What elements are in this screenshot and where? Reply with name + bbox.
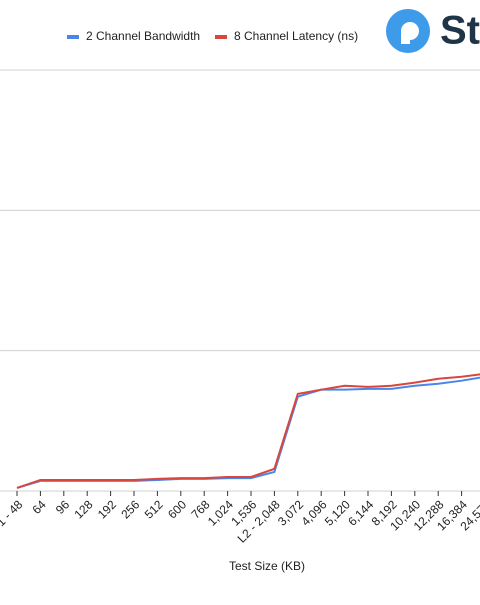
- x-tick-label: 1 - 48: [0, 497, 26, 529]
- x-tick-label: 600: [165, 497, 189, 521]
- logo-tail: [401, 31, 410, 44]
- x-tick-label: 128: [72, 497, 96, 521]
- x-tick-label: 256: [118, 497, 142, 521]
- x-tick-label: 5,120: [322, 497, 353, 528]
- x-tick-label: 64: [29, 497, 49, 517]
- x-tick-label: 1,024: [205, 497, 236, 528]
- x-axis-title: Test Size (KB): [229, 559, 305, 573]
- legend-label: 2 Channel Bandwidth: [86, 29, 200, 43]
- x-tick-label: 6,144: [345, 497, 376, 528]
- series-line: [16, 376, 480, 489]
- series-line: [16, 373, 480, 489]
- logo: St: [386, 9, 480, 53]
- x-tick-label: 3,072: [275, 497, 306, 528]
- logo-text: St: [440, 9, 480, 53]
- x-tick-label: 96: [53, 497, 73, 517]
- x-tick-label: 192: [95, 497, 119, 521]
- x-tick-label: 512: [142, 497, 166, 521]
- legend-label: 8 Channel Latency (ns): [234, 29, 358, 43]
- x-tick-label: 4,096: [298, 497, 329, 528]
